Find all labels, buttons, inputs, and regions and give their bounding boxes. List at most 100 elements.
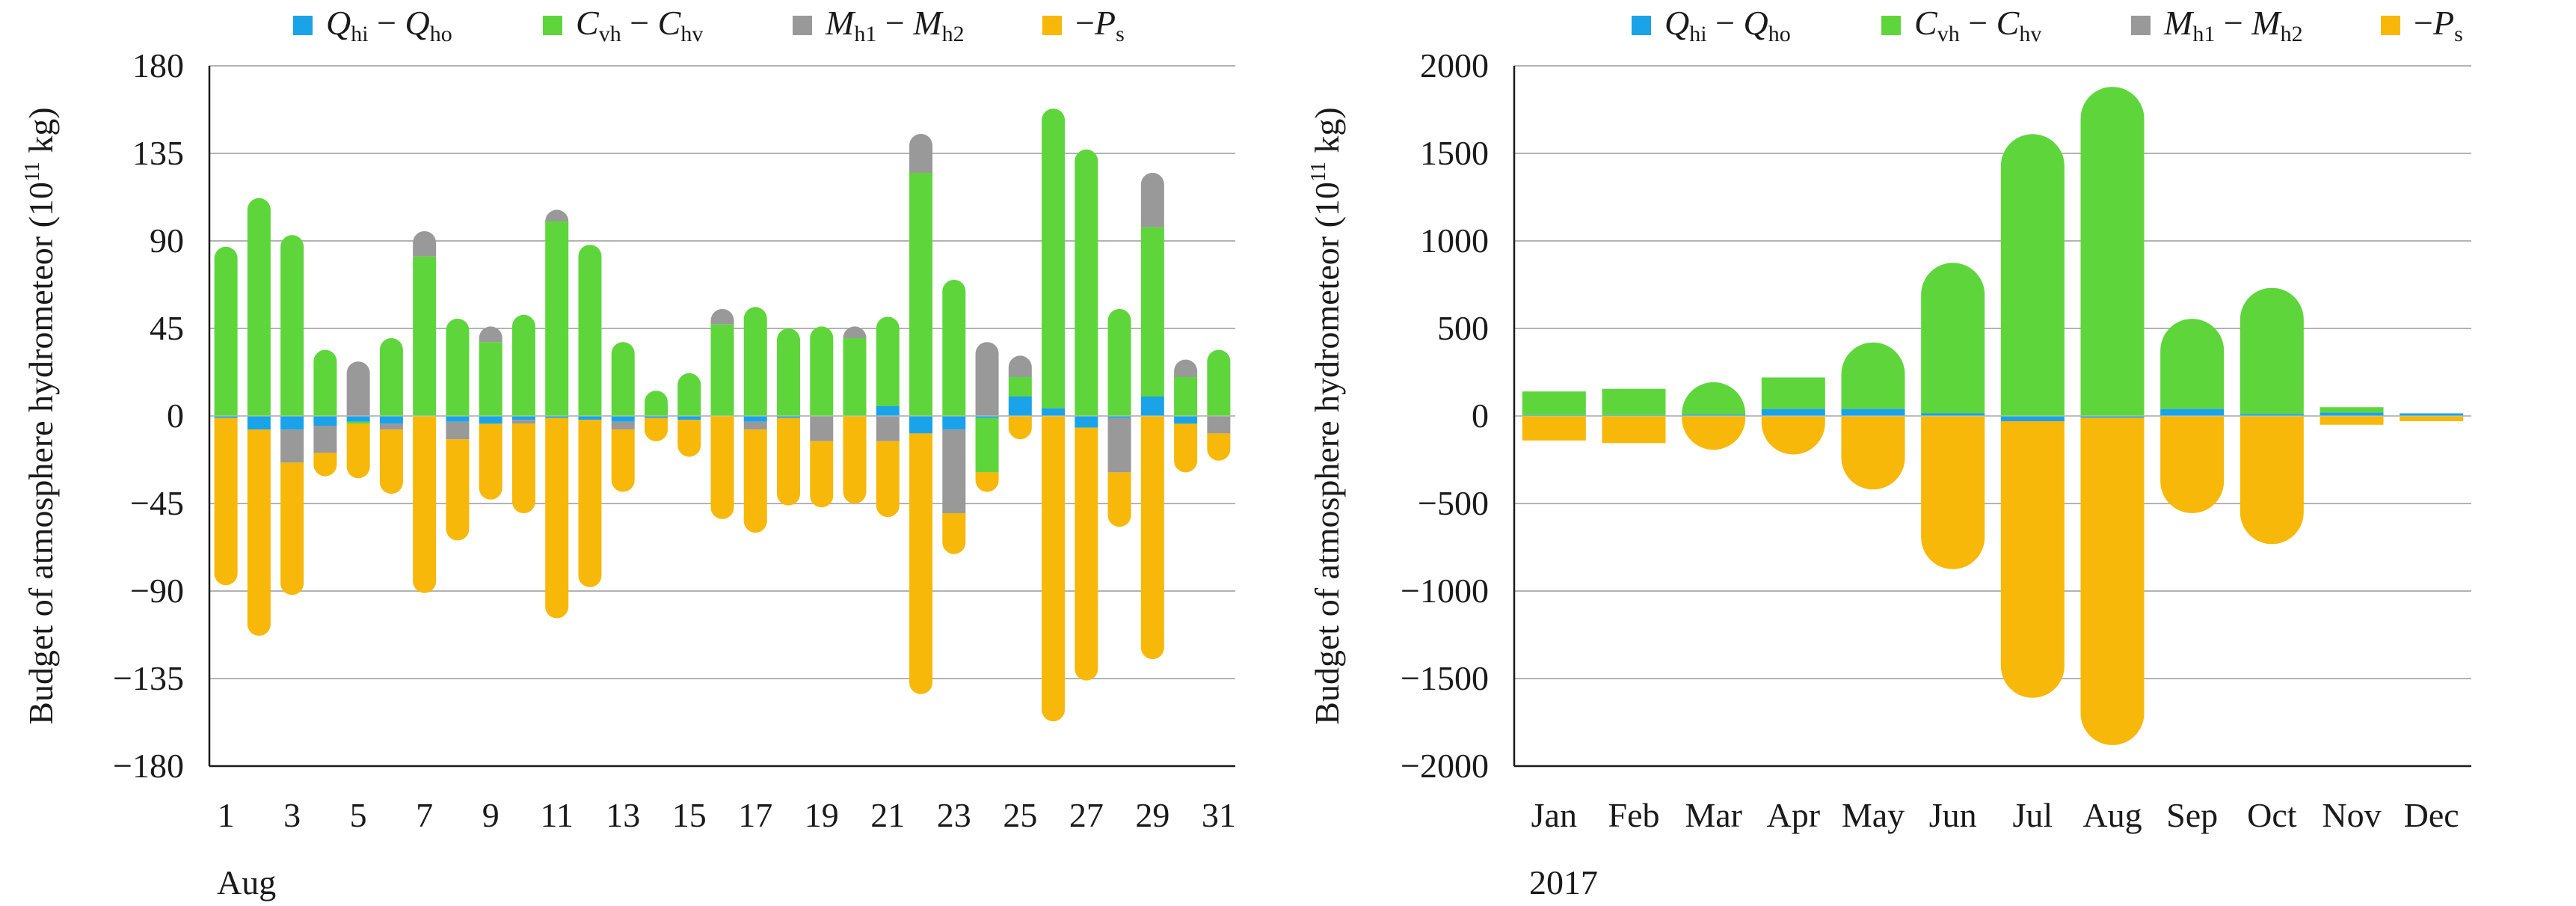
x-tick-label: Jul	[2012, 796, 2053, 834]
legend-main: P	[1094, 4, 1116, 42]
x-tick-label: Aug	[2082, 796, 2142, 834]
legend-sub: hv	[2019, 22, 2041, 46]
y-tick-label: −2000	[1401, 747, 1489, 785]
legend-item-c: Cvh − Chv	[543, 4, 703, 46]
bar-ps-13	[611, 429, 635, 492]
bar-ps-1	[214, 417, 238, 586]
bar-c-14	[644, 391, 668, 416]
y-tick-label: 1000	[1420, 221, 1489, 260]
legend-main: C	[1996, 4, 2020, 42]
bar-q-28	[1107, 416, 1131, 418]
y-tick-label: 45	[150, 309, 184, 347]
bar-group-2	[247, 198, 271, 636]
bar-group-1	[214, 246, 238, 586]
legend-main: M	[825, 4, 856, 42]
bar-q-30	[1174, 416, 1198, 424]
bar-q-13	[611, 416, 635, 422]
bar-ps-7	[413, 416, 437, 593]
bar-group-21	[876, 316, 900, 518]
bar-c-Oct	[2240, 287, 2304, 414]
bar-c-22	[909, 173, 933, 416]
y-tick-label: 0	[167, 397, 184, 435]
y-tick-label: −90	[130, 572, 184, 610]
bars	[214, 108, 1231, 722]
x-tick-label: 3	[283, 796, 301, 834]
bar-q-Dec	[2400, 413, 2464, 416]
bar-m-16	[710, 309, 734, 325]
legend-label-q: Qhi − Qho	[326, 4, 452, 46]
bar-m-24	[975, 342, 999, 416]
bar-c-Aug	[2080, 87, 2145, 416]
bar-group-8	[446, 318, 470, 541]
bar-group-9	[479, 326, 502, 500]
bar-group-11	[545, 209, 569, 619]
bar-ps-29	[1140, 416, 1164, 659]
bar-ps-17	[743, 429, 767, 533]
bar-group-29	[1140, 172, 1164, 659]
bar-q-26	[1042, 408, 1066, 416]
bar-m-13	[611, 421, 635, 430]
legend-swatch-q	[1632, 16, 1651, 35]
legend-item-q: Qhi − Qho	[293, 4, 452, 46]
y-tick-label: −1000	[1401, 572, 1489, 610]
bar-ps-Feb	[1602, 416, 1666, 444]
x-tick-label: Sep	[2166, 796, 2218, 834]
y-tick-label: 180	[132, 46, 184, 85]
legend-sub: s	[2454, 22, 2463, 46]
x-tick-label: 9	[482, 796, 499, 834]
y-tick-label: 90	[150, 221, 184, 260]
bar-c-9	[479, 342, 502, 416]
bar-c-6	[379, 338, 403, 416]
x-tick-label: Apr	[1767, 796, 1821, 834]
bar-q-4	[313, 416, 337, 426]
y-tick-label: −180	[113, 747, 184, 785]
bar-q-22	[909, 416, 933, 434]
legend-label-c: Cvh − Chv	[576, 4, 703, 46]
bar-group-4	[313, 349, 337, 477]
legend-op: −	[876, 4, 913, 42]
bar-q-Sep	[2160, 408, 2225, 416]
legend: Qhi − Qho Cvh − Chv Mh1 − Mh2 −Ps	[1632, 4, 2463, 46]
bar-ps-18	[777, 417, 801, 506]
bar-group-18	[777, 328, 801, 506]
x-tick-label: May	[1842, 796, 1905, 834]
bar-q-23	[942, 416, 966, 430]
bar-ps-3	[280, 462, 304, 596]
bar-group-Feb	[1602, 388, 1666, 444]
bar-group-14	[644, 391, 668, 441]
legend-main: M	[2251, 4, 2282, 42]
y-tick-label: 500	[1437, 309, 1489, 347]
bar-q-1	[214, 416, 238, 418]
bar-c-26	[1042, 108, 1066, 408]
legend-op: −	[1075, 4, 1095, 42]
bar-q-8	[446, 416, 470, 422]
x-tick-label: 29	[1135, 796, 1169, 834]
x-tick-label: Jun	[1929, 796, 1977, 834]
bar-c-10	[511, 314, 535, 416]
bar-ps-Jul	[2000, 421, 2065, 698]
bar-q-10	[511, 416, 535, 420]
bar-ps-2	[247, 429, 271, 636]
bar-m-7	[413, 231, 437, 257]
bar-ps-11	[545, 417, 569, 619]
bar-ps-16	[710, 416, 734, 519]
bar-group-13	[611, 342, 635, 492]
bar-q-21	[876, 406, 900, 416]
bar-group-19	[810, 326, 834, 508]
bar-c-31	[1207, 349, 1231, 416]
bar-m-11	[545, 209, 569, 221]
x-tick-label: 19	[805, 796, 839, 834]
bar-ps-19	[810, 441, 834, 508]
bar-q-27	[1075, 416, 1098, 428]
x-tick-label: 21	[870, 796, 905, 834]
legend-swatch-m	[2131, 16, 2151, 35]
bar-ps-28	[1107, 472, 1131, 527]
x-tick-label: 11	[541, 796, 574, 834]
legend-main: Q	[1664, 4, 1689, 42]
legend-item-m: Mh1 − Mh2	[2131, 4, 2303, 46]
y-tick-label: −135	[113, 659, 184, 697]
bar-q-17	[743, 416, 767, 422]
bar-c-Mar	[1682, 382, 1746, 415]
bar-c-11	[545, 221, 569, 416]
legend-label-q: Qhi − Qho	[1664, 4, 1791, 46]
